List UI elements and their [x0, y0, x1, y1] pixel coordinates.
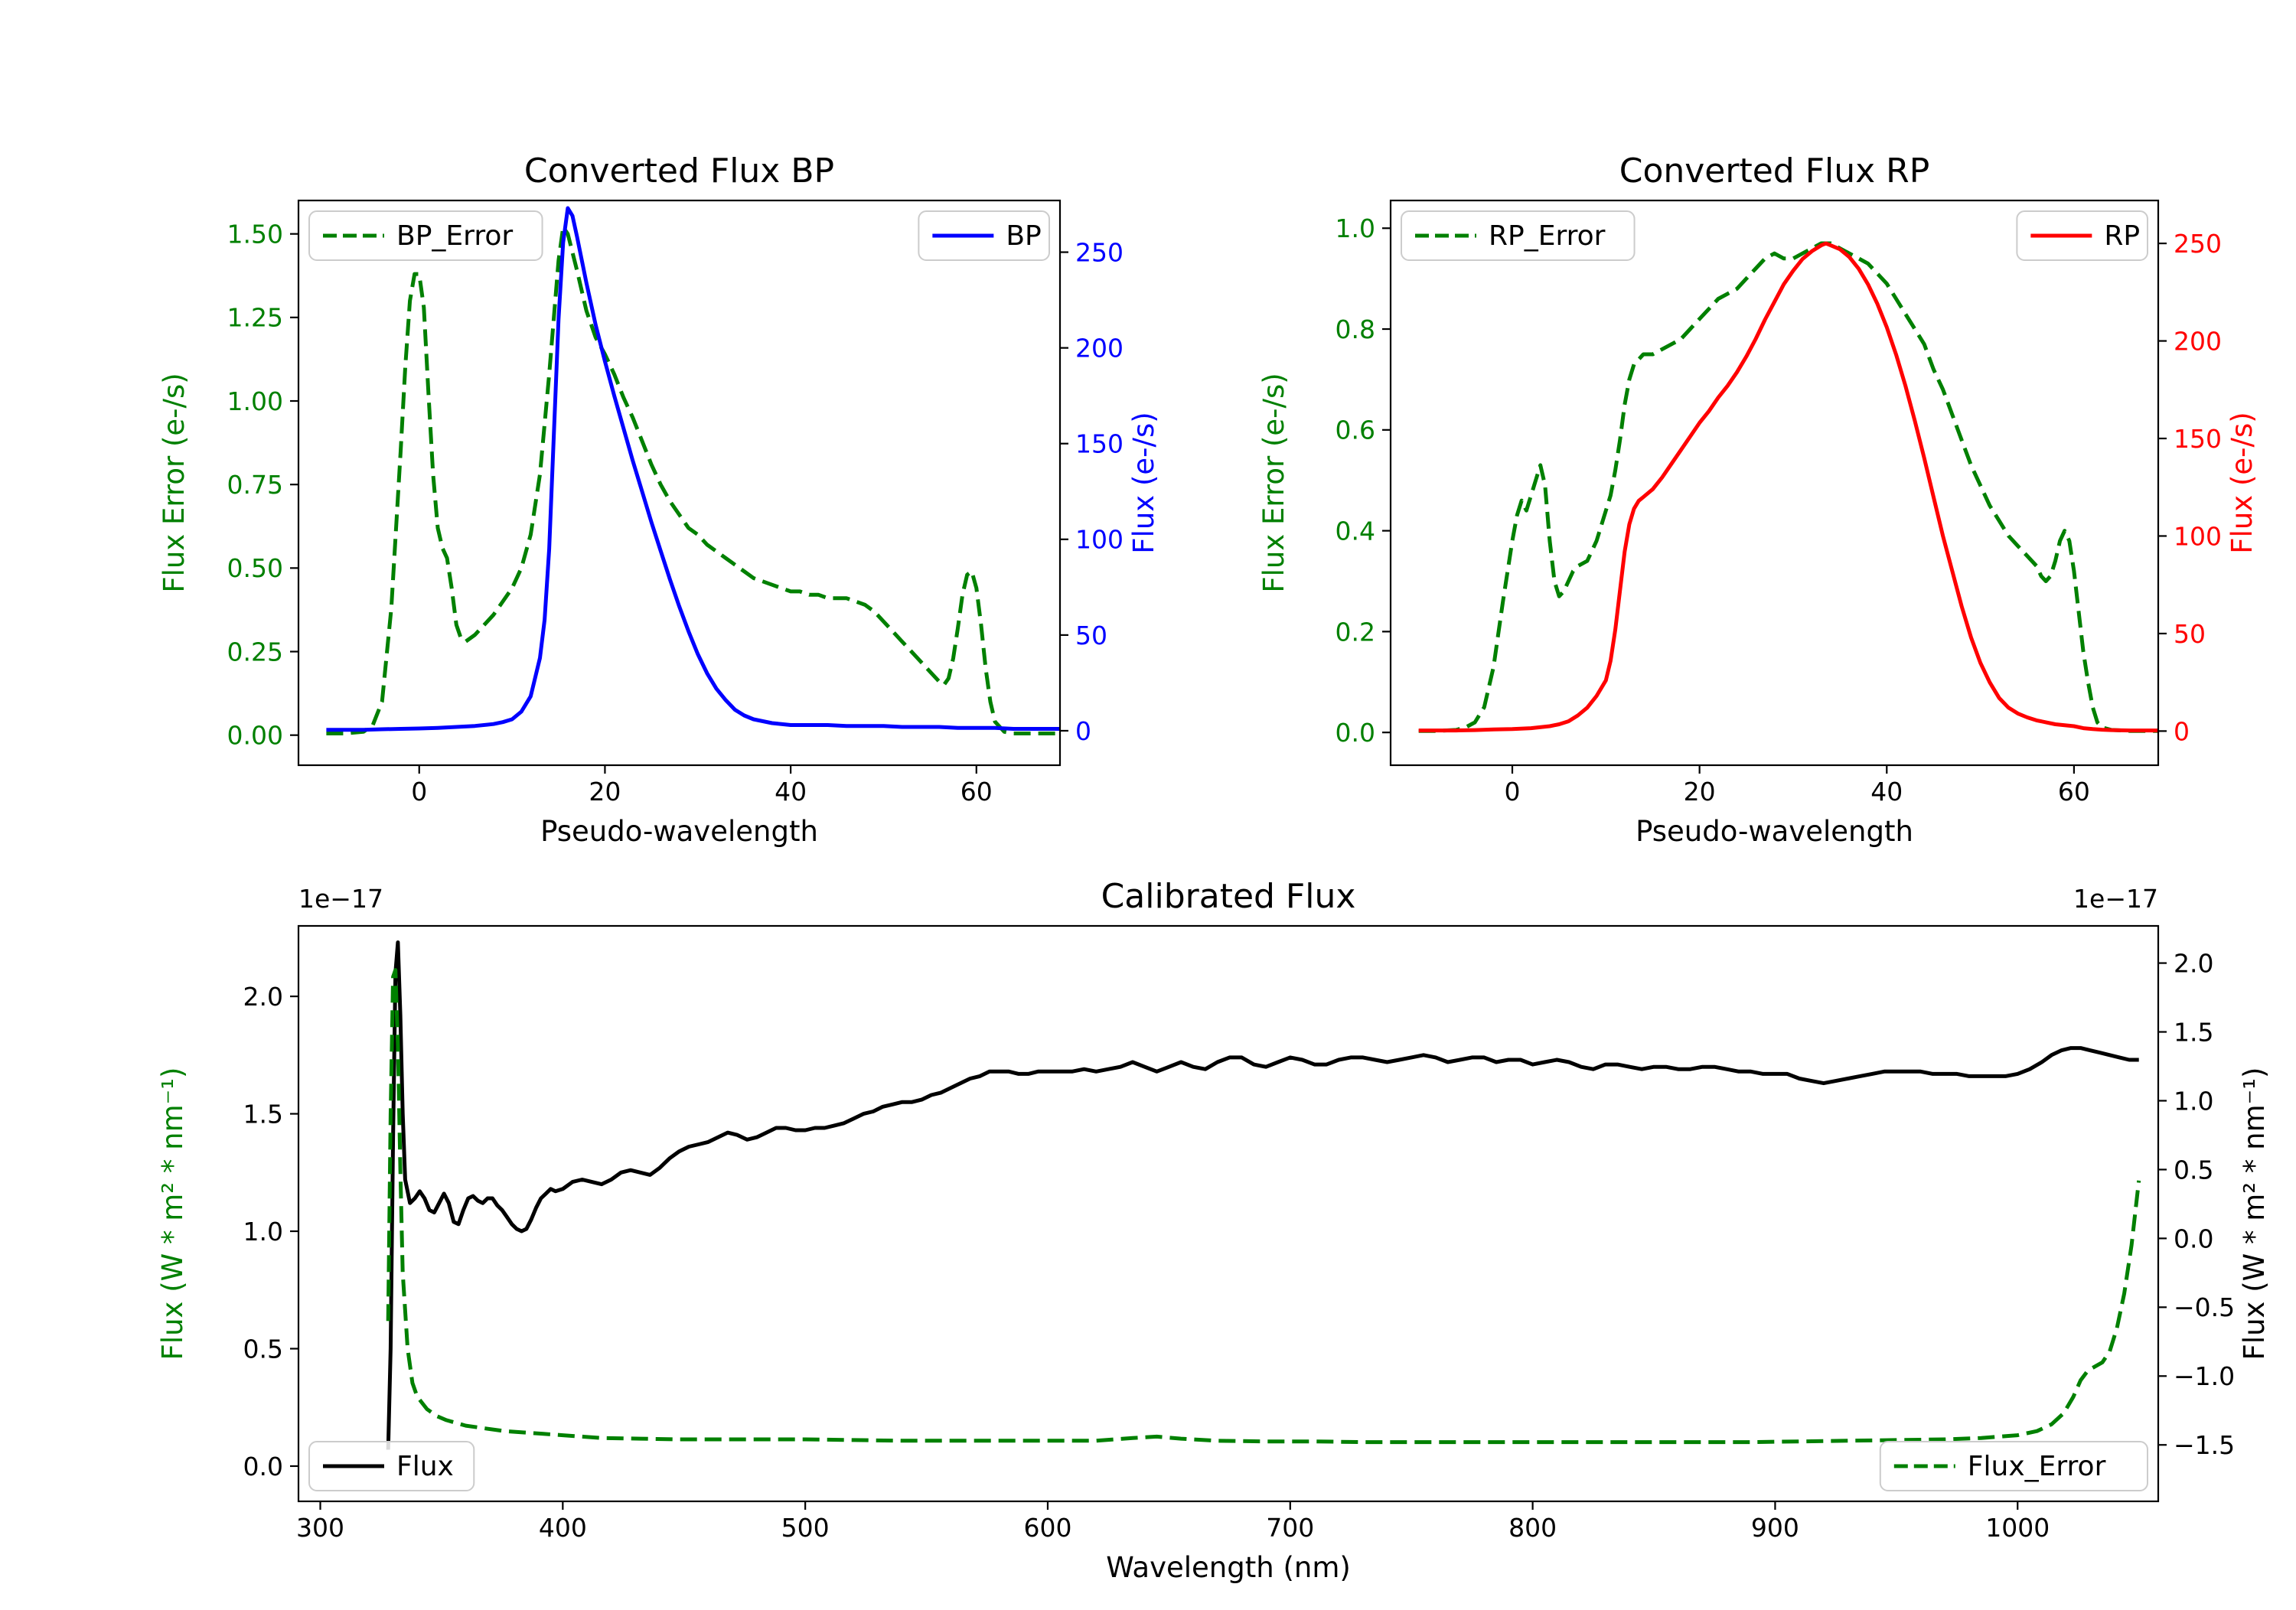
subplot-converted-flux-rp: 0 20 40 60 0.0 0.2 0.4 0.6 0.8 1.0 0 50 100 150 200 250… — [1257, 152, 2258, 848]
y-left-tick-label: 0.75 — [227, 470, 283, 500]
y-right-tick-label: −0.5 — [2174, 1292, 2235, 1322]
y-right-offset-text: 1e−17 — [2073, 884, 2158, 914]
y-right-tick-label: 150 — [1075, 429, 1124, 459]
x-tick-label: 60 — [2058, 777, 2090, 807]
y-left-axis-label: Flux Error (e-/s) — [158, 373, 191, 592]
y-right-tick-label: 1.5 — [2174, 1017, 2213, 1047]
axes-spines — [1389, 199, 2160, 767]
legend-frame — [1879, 1441, 2149, 1491]
series-Flux_Error-line — [386, 968, 2141, 1445]
y-right-tick-label: 0 — [2174, 716, 2190, 746]
x-axis-label: Pseudo-wavelength — [540, 815, 818, 848]
y-right-tick-label: 0 — [1075, 716, 1091, 746]
y-right-tick-label: 200 — [2174, 326, 2222, 356]
series-RP_Error-line — [1418, 241, 2158, 733]
y-left-tick-label: 0.0 — [243, 1452, 283, 1481]
x-tick-label: 0 — [411, 777, 427, 807]
legend-RP_Error: RP_Error — [1401, 210, 1636, 261]
legend-Flux: Flux — [308, 1441, 475, 1491]
y-left-tick-label: 1.00 — [227, 386, 283, 416]
x-tick-label: 700 — [1266, 1513, 1314, 1543]
axes-spines — [297, 199, 1062, 767]
series-BP_Error-line — [326, 225, 1060, 735]
y-right-tick-label: 0.0 — [2174, 1224, 2213, 1253]
x-tick-label: 500 — [781, 1513, 830, 1543]
x-tick-label: 1000 — [1985, 1513, 2050, 1543]
x-tick-label: 40 — [1870, 777, 1903, 807]
x-tick-label: 60 — [960, 777, 993, 807]
y-left-tick-label: 1.50 — [227, 220, 283, 249]
x-axis-label: Wavelength (nm) — [1106, 1551, 1351, 1584]
y-left-tick-label: 0.2 — [1336, 617, 1375, 647]
x-tick-label: 40 — [775, 777, 807, 807]
series-Flux-line — [386, 940, 2139, 1450]
legend-frame — [308, 210, 543, 261]
x-tick-label: 0 — [1505, 777, 1521, 807]
y-left-tick-label: 1.0 — [243, 1217, 283, 1247]
y-left-tick-label: 0.00 — [227, 721, 283, 751]
subplot-title: Converted Flux BP — [524, 152, 834, 191]
y-right-tick-label: 1.0 — [2174, 1086, 2213, 1116]
legend-label: BP_Error — [396, 220, 513, 252]
x-tick-label: 900 — [1751, 1513, 1799, 1543]
legend-label: Flux_Error — [1968, 1451, 2106, 1482]
x-tick-label: 300 — [296, 1513, 344, 1543]
y-left-tick-label: 0.0 — [1336, 718, 1375, 748]
y-left-tick-label: 0.8 — [1336, 315, 1375, 344]
x-tick-label: 20 — [589, 777, 621, 807]
y-right-tick-label: 100 — [2174, 521, 2222, 551]
y-right-axis-label: Flux (e-/s) — [2226, 412, 2258, 553]
y-right-tick-label: 150 — [2174, 424, 2222, 454]
y-right-axis-label: Flux (W * m² * nm⁻¹) — [2238, 1067, 2271, 1361]
y-left-tick-label: 0.5 — [243, 1334, 283, 1364]
x-tick-label: 800 — [1508, 1513, 1557, 1543]
y-right-tick-label: 2.0 — [2174, 948, 2213, 978]
legend-BP: BP — [918, 210, 1050, 261]
legend-RP: RP — [2016, 210, 2149, 261]
subplot-calibrated-flux: 300 400 500 600 700 800 900 1000 0.0 0.5 1.0 1.5 2.0… — [156, 877, 2271, 1584]
y-right-tick-label: 200 — [1075, 334, 1124, 363]
x-tick-label: 20 — [1684, 777, 1716, 807]
y-left-tick-label: 1.25 — [227, 303, 283, 333]
legend-BP_Error: BP_Error — [308, 210, 543, 261]
y-right-tick-label: −1.5 — [2174, 1430, 2235, 1460]
axes-spines — [297, 924, 2160, 1503]
y-left-tick-label: 1.5 — [243, 1099, 283, 1129]
legend-Flux_Error: Flux_Error — [1879, 1441, 2149, 1491]
x-tick-label: 400 — [539, 1513, 587, 1543]
y-right-axis-label: Flux (e-/s) — [1127, 412, 1160, 553]
y-left-tick-label: 0.4 — [1336, 516, 1375, 546]
x-tick-label: 600 — [1023, 1513, 1071, 1543]
x-axis-label: Pseudo-wavelength — [1636, 815, 1913, 848]
y-right-tick-label: 50 — [2174, 619, 2206, 649]
y-left-axis-label: Flux Error (e-/s) — [1257, 373, 1290, 592]
y-left-tick-label: 2.0 — [243, 982, 283, 1012]
y-right-tick-label: 250 — [2174, 229, 2222, 259]
y-right-tick-label: 250 — [1075, 237, 1124, 267]
y-right-tick-label: 50 — [1075, 621, 1107, 650]
legend-label: Flux — [396, 1451, 454, 1482]
y-right-tick-label: 100 — [1075, 525, 1124, 555]
y-left-tick-label: 1.0 — [1336, 213, 1375, 243]
legend-frame — [308, 1441, 475, 1491]
subplot-converted-flux-bp: 0 20 40 60 0.00 0.25 0.50 0.75 1.00 1.25 1.50 0 50 10… — [158, 152, 1160, 848]
y-right-tick-label: −1.0 — [2174, 1361, 2235, 1391]
y-left-offset-text: 1e−17 — [298, 884, 383, 914]
y-right-tick-label: 0.5 — [2174, 1155, 2213, 1185]
y-left-tick-label: 0.6 — [1336, 416, 1375, 445]
series-BP-line — [326, 206, 1060, 732]
series-RP-line — [1418, 241, 2158, 733]
legend-label: RP — [2104, 220, 2140, 252]
legend-frame — [1401, 210, 1636, 261]
legend-label: BP — [1006, 220, 1041, 252]
y-left-tick-label: 0.25 — [227, 637, 283, 666]
legend-label: RP_Error — [1489, 220, 1606, 252]
subplot-title: Converted Flux RP — [1619, 152, 1930, 191]
y-left-tick-label: 0.50 — [227, 553, 283, 583]
subplot-title: Calibrated Flux — [1101, 877, 1356, 916]
y-left-axis-label: Flux (W * m² * nm⁻¹) — [156, 1067, 189, 1361]
